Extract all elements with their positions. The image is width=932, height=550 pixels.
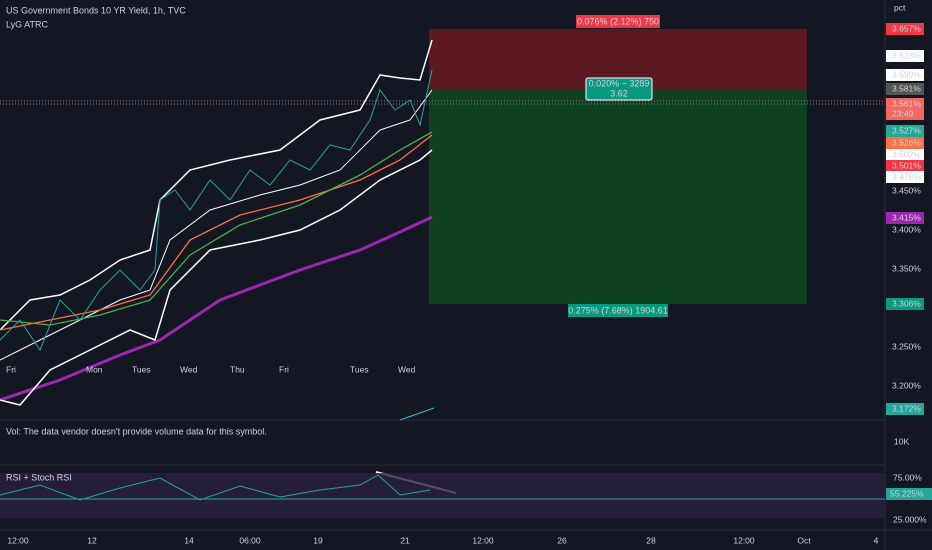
price-label: 3.599% (892, 69, 921, 79)
rsi-axis: 25.000% (893, 514, 927, 524)
price-label-bg (886, 212, 924, 224)
indicator: LyG ATRC (6, 19, 49, 29)
title: US Government Bonds 10 YR Yield, 1h, TVC (6, 5, 186, 15)
day-label: Wed (398, 364, 416, 374)
day-label: Mon (86, 364, 103, 374)
day-label: Fri (279, 364, 289, 374)
day-label: Tues (132, 364, 151, 374)
ema-line (0, 131, 433, 326)
price-label: 3.657% (892, 23, 921, 33)
price-label-bg (886, 98, 924, 110)
time-label: 06:00 (239, 535, 261, 545)
price-label: 3.502% (892, 149, 921, 159)
price-label-bg (886, 23, 924, 35)
stop-label-bg (576, 15, 660, 28)
price-label: 3.200% (892, 380, 921, 390)
time-label: Oct (797, 535, 811, 545)
price-label-bg (886, 403, 924, 415)
entry-price: 3.62 (610, 88, 628, 98)
time-label: 12:00 (7, 535, 29, 545)
time-label: 26 (557, 535, 567, 545)
rsi-title: RSI + Stoch RSI (6, 472, 72, 482)
time-label: 12 (87, 535, 97, 545)
price-label-bg (886, 125, 924, 137)
price-label: 3.415% (892, 212, 921, 222)
rsi-line (0, 474, 431, 501)
ma-line (0, 215, 433, 402)
price-series (0, 69, 433, 352)
day-label: Tues (350, 364, 369, 374)
target-label: 0.275% (7.68%) 1904.61 (568, 305, 668, 315)
rsi-band (0, 473, 885, 518)
unit: pct (894, 2, 906, 12)
volume-note: Vol: The data vendor doesn't provide vol… (6, 426, 267, 436)
price-label: 3.306% (892, 298, 921, 308)
entry-label: 0.020% − 3289 (589, 78, 650, 88)
time-label: 12:00 (472, 535, 494, 545)
price-label: 3.527% (892, 125, 921, 135)
price-label: 3.526% (892, 137, 921, 147)
day-label: Thu (230, 364, 245, 374)
price-label-bg (886, 137, 924, 149)
price-label-bg (886, 83, 924, 95)
rsi-value: 55.225% (890, 488, 924, 498)
time-label: 19 (313, 535, 323, 545)
price-label: 23:49 (892, 108, 914, 118)
time-label: 4 (874, 535, 879, 545)
price-label: 3.450% (892, 185, 921, 195)
price-label: 3.623% (892, 50, 921, 60)
price-label: 3.501% (892, 160, 921, 170)
price-label-bg (886, 108, 924, 120)
price-label-bg (886, 69, 924, 81)
price-label: 3.250% (892, 341, 921, 351)
target-label-bg (568, 304, 668, 317)
rsi-value-bg (886, 488, 932, 500)
price-label: 3.350% (892, 263, 921, 273)
price-label: 3.172% (892, 403, 921, 413)
time-label: 12:00 (733, 535, 755, 545)
price-label: 3.581% (892, 83, 921, 93)
band-upper (0, 39, 433, 331)
time-label: 14 (184, 535, 194, 545)
band-lower (0, 149, 433, 406)
time-label: 28 (646, 535, 656, 545)
stop-label: 0.076% (2.12%) 750 (577, 16, 659, 26)
price-label: 3.561% (892, 98, 921, 108)
entry-label-bg (585, 77, 653, 101)
time-label: 21 (400, 535, 410, 545)
price-label: 3.400% (892, 224, 921, 234)
drawing[interactable] (399, 407, 435, 421)
rsi-axis: 75.00% (893, 472, 922, 482)
price-label-bg (886, 149, 924, 161)
volume-axis: 10K (894, 436, 909, 446)
price-label-bg (886, 50, 924, 62)
price-label-bg (886, 298, 924, 310)
price-label-bg (886, 160, 924, 172)
target-zone[interactable] (429, 89, 807, 304)
day-label: Wed (180, 364, 198, 374)
price-label-bg (886, 171, 924, 183)
day-label: Fri (6, 364, 16, 374)
price-label: 3.478% (892, 171, 921, 181)
